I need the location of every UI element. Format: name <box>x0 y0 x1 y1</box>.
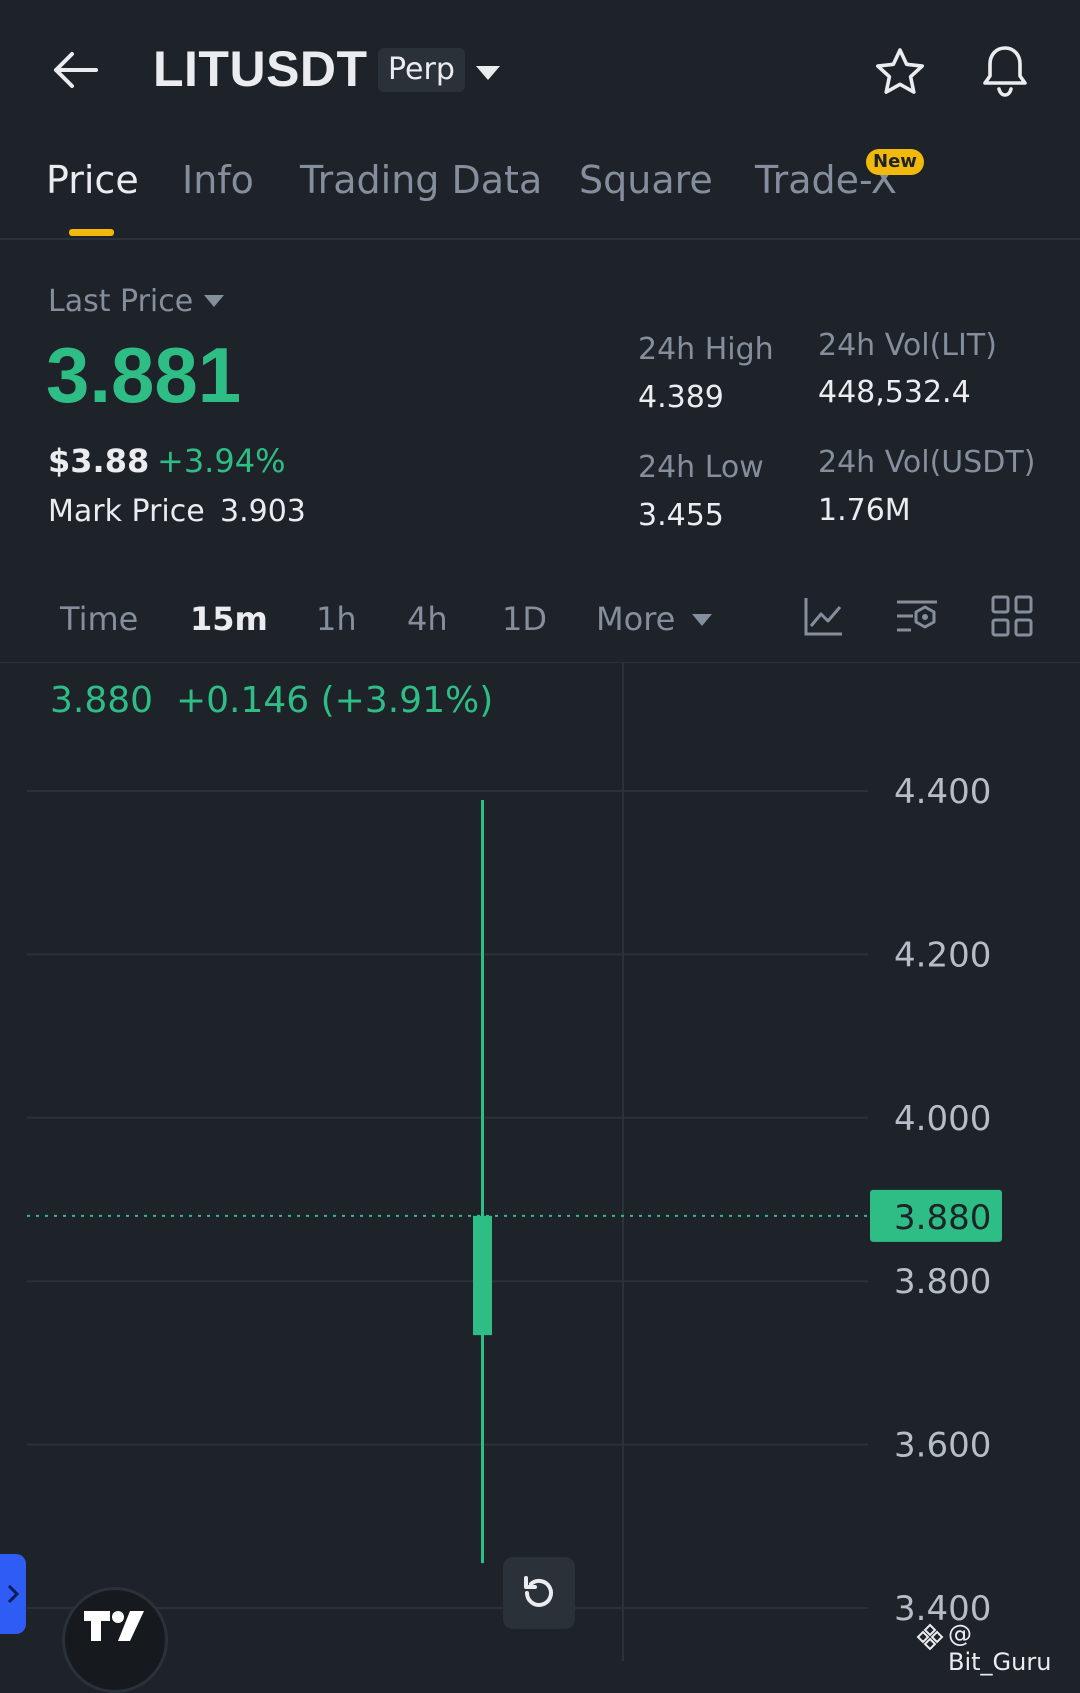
usd-price: $3.88 <box>48 442 150 480</box>
tabs-divider <box>0 238 1080 240</box>
y-tick-label: 3.800 <box>894 1262 991 1302</box>
low-24h-value: 3.455 <box>638 498 724 533</box>
mark-price-label: Mark Price <box>48 494 205 529</box>
current-price-tag <box>870 1189 1002 1242</box>
tab-square[interactable]: Square <box>579 158 713 202</box>
ohlc-readout: 3.880 +0.146 (+3.91%) <box>50 680 493 721</box>
last-price-caret-icon[interactable] <box>203 292 225 310</box>
symbol-title[interactable]: LITUSDT <box>153 41 368 97</box>
high-24h-value: 4.389 <box>638 380 724 415</box>
expand-chevron-icon <box>7 1584 20 1604</box>
indicator-chart-icon[interactable] <box>800 592 848 640</box>
last-price-value: 3.881 <box>46 331 242 419</box>
back-arrow-icon[interactable] <box>40 40 110 100</box>
reset-chart-button[interactable] <box>503 1557 575 1629</box>
star-icon[interactable] <box>870 42 930 102</box>
low-24h-label: 24h Low <box>638 450 764 485</box>
watermark-text: @ Bit_Guru <box>948 1620 1052 1676</box>
expand-side-panel-button[interactable] <box>0 1554 26 1634</box>
vol-quote-label: 24h Vol(USDT) <box>818 445 1036 480</box>
y-tick-label: 3.400 <box>894 1589 991 1629</box>
tab-price[interactable]: Price <box>46 158 139 202</box>
y-tick-label: 3.600 <box>894 1426 991 1466</box>
reset-icon <box>524 1576 553 1607</box>
new-badge: New <box>866 149 924 175</box>
y-tick-label: 4.200 <box>894 935 991 975</box>
interval-divider <box>0 662 1080 663</box>
y-tick-label: 4.000 <box>894 1099 991 1139</box>
interval-15m[interactable]: 15m <box>190 600 268 638</box>
last-price-selector[interactable]: Last Price <box>48 284 194 319</box>
more-caret-icon[interactable] <box>690 610 714 630</box>
active-tab-indicator <box>69 229 114 236</box>
ohlc-close: 3.880 <box>50 680 154 721</box>
y-tick-label: 4.400 <box>894 772 991 812</box>
bell-icon[interactable] <box>975 40 1035 100</box>
candlestick-chart[interactable]: 4.400 4.200 4.000 3.800 3.600 3.400 3.880 <box>0 663 1080 1661</box>
change-percent: +3.94% <box>157 442 286 480</box>
mark-price-value: 3.903 <box>220 494 306 529</box>
contract-type-badge: Perp <box>378 48 465 92</box>
tab-info[interactable]: Info <box>182 158 254 202</box>
symbol-dropdown-caret-icon[interactable] <box>470 58 506 88</box>
vol-quote-value: 1.76M <box>818 493 911 528</box>
vol-base-value: 448,532.4 <box>818 375 971 410</box>
interval-1h[interactable]: 1h <box>316 600 357 638</box>
interval-time[interactable]: Time <box>60 600 139 638</box>
interval-more[interactable]: More <box>596 600 676 638</box>
interval-4h[interactable]: 4h <box>407 600 448 638</box>
tab-trading-data[interactable]: Trading Data <box>300 158 543 202</box>
chart-settings-icon[interactable] <box>893 592 941 640</box>
ohlc-change: +0.146 (+3.91%) <box>175 680 494 721</box>
binance-square-icon <box>916 1623 944 1651</box>
current-price-label: 3.880 <box>894 1198 991 1238</box>
candle-body <box>473 1215 492 1336</box>
interval-1d[interactable]: 1D <box>502 600 547 638</box>
vol-base-label: 24h Vol(LIT) <box>818 328 997 363</box>
grid-layout-icon[interactable] <box>988 592 1036 640</box>
high-24h-label: 24h High <box>638 332 774 367</box>
tradingview-logo-icon[interactable] <box>62 1587 168 1693</box>
